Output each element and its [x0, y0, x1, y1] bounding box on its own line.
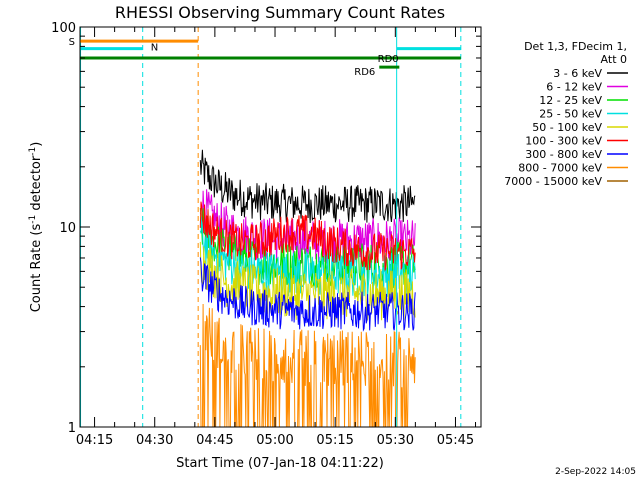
legend-entry-label: 100 - 300 keV	[525, 135, 602, 148]
x-tick-label: 04:30	[136, 433, 173, 448]
x-tick-label: 05:30	[377, 433, 414, 448]
legend-header-2: Att 0	[601, 53, 627, 66]
y-tick-label: 100	[51, 21, 76, 36]
x-tick-label: 04:15	[76, 433, 113, 448]
axes: 1 10 100 04:15 04:30 04:45 05:00 05:15 05:30 05:4…	[51, 21, 481, 448]
y-axis-label-main: Count Rate (s	[29, 224, 44, 313]
y-axis-label-end: )	[29, 142, 44, 147]
legend-entry-label: 12 - 25 keV	[539, 94, 602, 107]
flag-label: N	[151, 43, 158, 54]
y-axis-label: Count Rate (s-1 detector-1)	[28, 142, 44, 313]
series-line	[199, 149, 416, 224]
footer-date: 2-Sep-2022 14:05	[555, 467, 636, 477]
flag-label: RD0	[378, 54, 399, 65]
flag-label: S	[69, 37, 75, 48]
y-axis-label-tail: detector	[29, 155, 44, 215]
x-axis-label: Start Time (07-Jan-18 04:11:22)	[176, 456, 384, 471]
legend-entry-label: 25 - 50 keV	[539, 108, 602, 121]
series-line	[199, 257, 416, 332]
x-tick-label: 05:00	[256, 433, 293, 448]
legend-entry-label: 7000 - 15000 keV	[504, 175, 602, 188]
legend-header-1: Det 1,3, FDecim 1,	[524, 40, 627, 53]
x-tick-label: 05:15	[316, 433, 353, 448]
legend-entry-label: 6 - 12 keV	[546, 81, 602, 94]
chart-title: RHESSI Observing Summary Count Rates	[115, 3, 445, 22]
x-tick-label: 04:45	[196, 433, 233, 448]
flag-label: RD6	[354, 67, 375, 78]
series-line	[199, 189, 416, 264]
legend-entry-label: 3 - 6 keV	[553, 67, 602, 80]
legend-entry-label: 800 - 7000 keV	[518, 162, 602, 175]
y-axis-label-sup1: -1	[28, 215, 38, 224]
legend-entry-label: 300 - 800 keV	[525, 148, 602, 161]
legend-entry-label: 50 - 100 keV	[532, 121, 602, 134]
x-tick-label: 05:45	[437, 433, 474, 448]
series-line	[199, 201, 416, 271]
series-line	[199, 216, 416, 297]
y-tick-label: 10	[59, 221, 76, 236]
y-axis-label-sup2: -1	[28, 147, 38, 156]
y-tick-label: 1	[68, 421, 76, 436]
series-line	[199, 303, 416, 428]
